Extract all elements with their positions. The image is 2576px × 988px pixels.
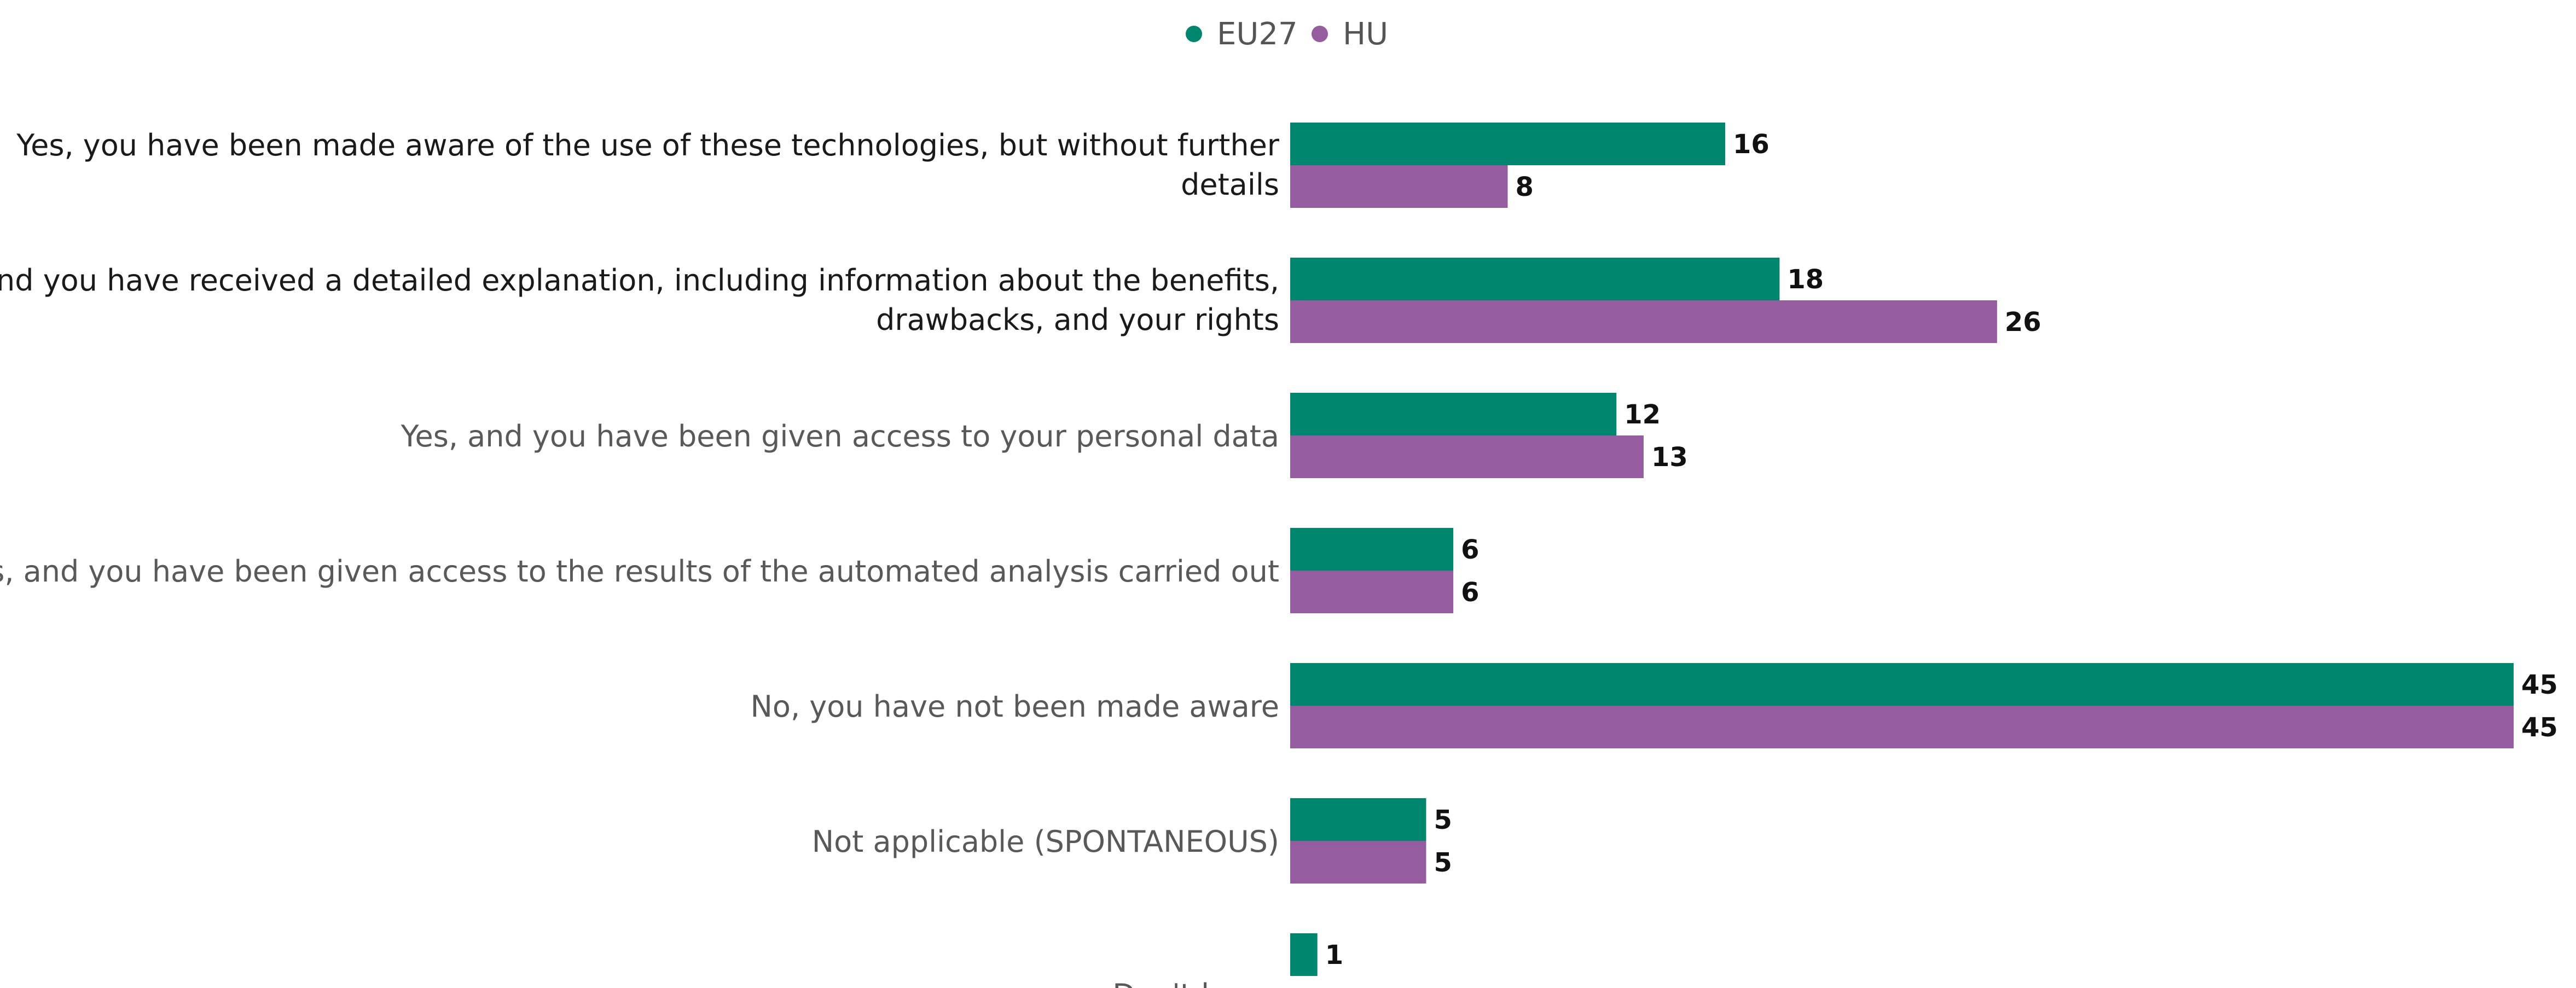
data-label: 1 [1325,940,1343,970]
category-label: Yes, and you have received a detailed ex… [0,263,1279,298]
data-label: 5 [1434,805,1452,835]
data-label: 26 [2005,307,2041,338]
data-label: 16 [1733,129,1769,160]
legend: EU27 HU [1186,16,1388,52]
bar-hu [1290,435,1644,478]
data-label: 5 [1434,847,1452,878]
category-labels: Yes, you have been made aware of the use… [0,128,1280,988]
bar-eu27 [1290,663,2514,706]
bar-hu [1290,300,1997,343]
bar-eu27 [1290,933,1318,976]
legend-marker-hu [1312,26,1328,42]
data-label: 12 [1624,399,1661,430]
data-label: 6 [1461,534,1479,565]
bar-hu [1290,706,2514,748]
category-label: Yes, and you have been given access to t… [0,554,1279,589]
data-label: 45 [2521,712,2558,743]
data-label: 6 [1461,577,1479,608]
category-label: drawbacks, and your rights [876,303,1279,337]
data-labels: 16 8 18 26 12 13 6 6 45 45 5 5 1 [1325,129,2558,970]
category-label: Don't know [1112,978,1279,988]
bar-eu27 [1290,528,1454,571]
bar-eu27 [1290,393,1617,435]
bar-hu [1290,571,1454,613]
bars [1290,123,2514,976]
data-label: 8 [1516,172,1534,202]
bar-hu [1290,165,1508,208]
bar-eu27 [1290,258,1780,300]
data-label: 45 [2521,670,2558,700]
data-label: 18 [1787,264,1824,295]
category-label: Yes, you have been made aware of the use… [16,128,1280,162]
category-label: No, you have not been made aware [751,689,1279,724]
category-label: Not applicable (SPONTANEOUS) [812,824,1279,859]
category-label: Yes, and you have been given access to y… [401,419,1279,454]
bar-eu27 [1290,798,1426,841]
bar-eu27 [1290,123,1726,165]
legend-marker-eu27 [1186,26,1202,42]
bar-hu [1290,841,1426,884]
legend-label-hu: HU [1343,16,1388,52]
data-label: 13 [1651,442,1688,473]
legend-label-eu27: EU27 [1217,16,1298,52]
category-label: details [1181,167,1279,202]
